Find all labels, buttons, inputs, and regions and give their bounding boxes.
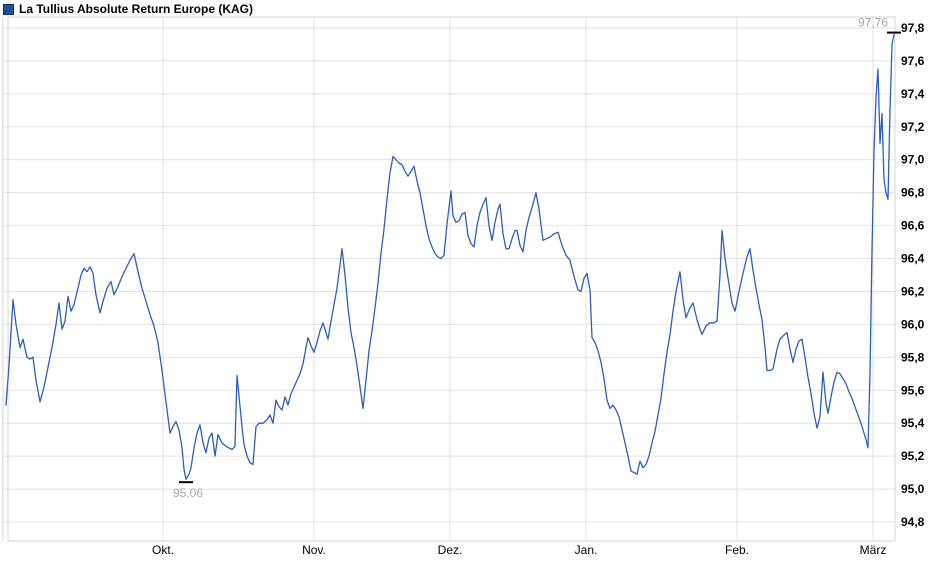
x-axis-month-label: März [860, 543, 887, 557]
low-value-label: 95,06 [173, 486, 203, 500]
y-axis-label: 96,0 [901, 317, 925, 331]
y-axis-label: 97,2 [901, 120, 925, 134]
high-value-label: 97,76 [858, 16, 888, 30]
plot-border [7, 16, 896, 542]
chart-title: La Tullius Absolute Return Europe (KAG) [19, 2, 253, 16]
x-axis-month-label: Okt. [152, 543, 174, 557]
y-axis-label: 97,4 [901, 87, 925, 101]
y-axis-label: 95,2 [901, 449, 925, 463]
y-axis-label: 95,0 [901, 482, 925, 496]
y-axis-label: 95,8 [901, 350, 925, 364]
x-axis-month-label: Jan. [575, 543, 598, 557]
y-axis-label: 94,8 [901, 515, 925, 529]
y-axis-label: 97,8 [901, 21, 925, 35]
chart-legend: La Tullius Absolute Return Europe (KAG) [3, 2, 253, 16]
price-line [5, 33, 895, 480]
x-axis-month-label: Nov. [302, 543, 326, 557]
y-axis-label: 95,6 [901, 383, 925, 397]
y-axis-label: 96,4 [901, 252, 925, 266]
y-axis-label: 96,6 [901, 219, 925, 233]
y-axis-label: 95,4 [901, 416, 925, 430]
y-axis-label: 96,8 [901, 186, 925, 200]
y-axis-label: 97,6 [901, 54, 925, 68]
y-axis-label: 96,2 [901, 284, 925, 298]
x-axis-month-label: Feb. [725, 543, 749, 557]
x-axis-month-label: Dez. [438, 543, 463, 557]
legend-swatch-icon [3, 3, 14, 15]
y-axis-label: 97,0 [901, 153, 925, 167]
